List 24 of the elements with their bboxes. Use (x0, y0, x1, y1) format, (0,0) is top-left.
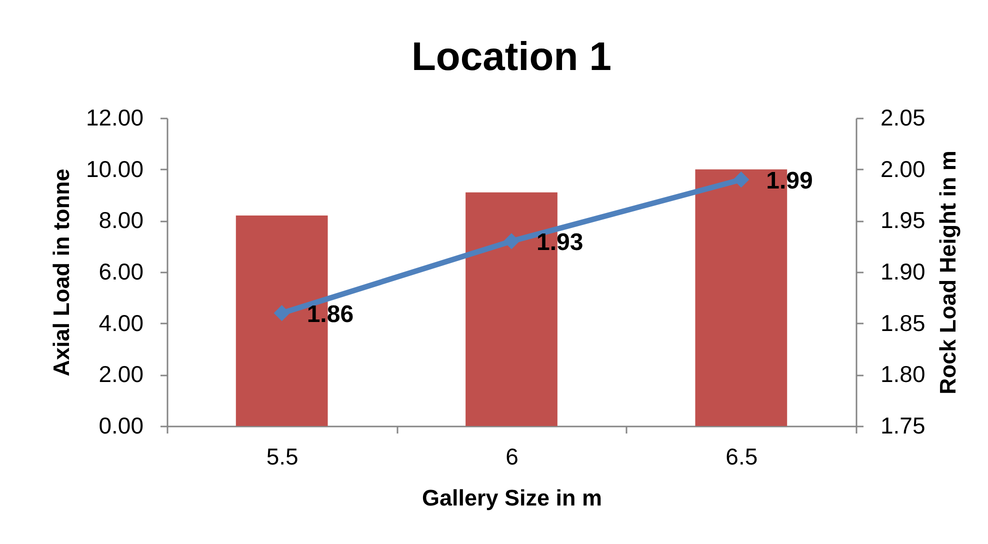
y2-axis-title: Rock Load Height in m (935, 150, 960, 394)
chart-title: Location 1 (411, 35, 612, 79)
y-tick-label: 8.00 (98, 207, 144, 234)
y2-tick-label: 2.05 (880, 104, 926, 130)
y2-tick-label: 1.75 (880, 412, 926, 438)
y2-tick-label: 2.00 (880, 156, 926, 182)
y2-tick-label: 1.90 (880, 258, 926, 284)
y-tick-label: 4.00 (98, 310, 144, 336)
y2-tick-label: 1.80 (880, 361, 926, 388)
x-tick-label: 5.5 (266, 444, 298, 470)
y-axis-title: Axial Load in tonne (48, 168, 74, 376)
y-tick-label: 12.00 (86, 104, 144, 130)
point (733, 172, 750, 188)
y-tick-label: 10.00 (86, 156, 144, 182)
y2-tick-label: 1.85 (880, 310, 926, 336)
y2-tick-label: 1.95 (880, 207, 926, 234)
point (503, 233, 520, 250)
point (274, 305, 290, 322)
x-axis-title: Gallery Size in m (422, 486, 602, 510)
x-tick-label: 6.5 (726, 444, 758, 470)
y-tick-label: 0.00 (98, 412, 144, 438)
x-tick-label: 6 (506, 444, 518, 470)
y-tick-label: 2.00 (98, 361, 144, 388)
y-tick-label: 6.00 (98, 258, 144, 284)
